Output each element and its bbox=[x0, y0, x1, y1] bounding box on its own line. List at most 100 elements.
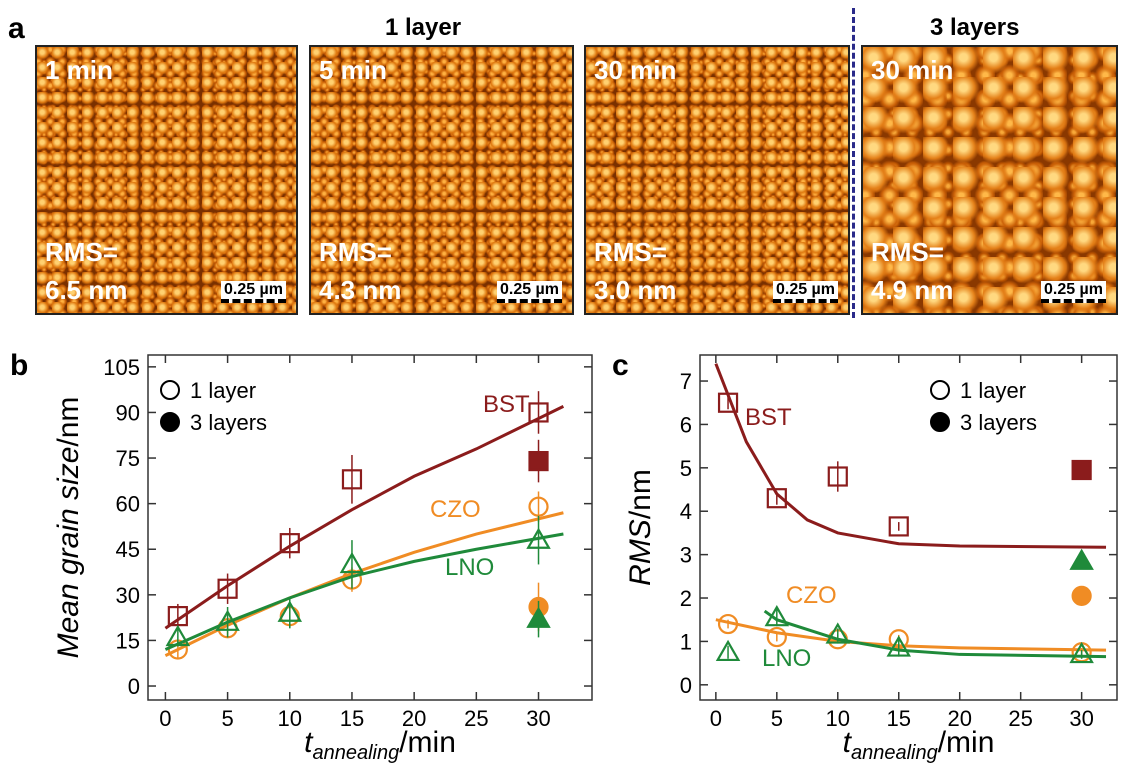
rms-label: RMS= bbox=[45, 237, 118, 267]
x-tick-label: 15 bbox=[887, 706, 911, 731]
scale-bar: 0.25 µm bbox=[772, 281, 838, 303]
y-label-unit: /nm bbox=[624, 469, 657, 519]
y-tick-label: 90 bbox=[116, 400, 140, 425]
marker bbox=[888, 516, 909, 537]
marker bbox=[886, 635, 911, 657]
marker bbox=[277, 600, 303, 622]
marker bbox=[825, 622, 851, 644]
y-tick-label: 2 bbox=[680, 586, 692, 611]
y-tick-label: 0 bbox=[128, 674, 140, 699]
legend-label: 1 layer bbox=[190, 378, 256, 403]
y-axis-label: RMS/nm bbox=[624, 469, 657, 586]
rms-value: 6.5 nm bbox=[45, 275, 128, 305]
y-axis-label: Mean grain size/nm bbox=[52, 397, 85, 659]
x-label-unit: /min bbox=[399, 726, 456, 759]
plot-frame bbox=[147, 354, 593, 701]
marker bbox=[1071, 585, 1092, 606]
marker bbox=[766, 488, 787, 509]
x-axis-label: tannealing/min bbox=[843, 726, 995, 764]
scale-bar: 0.25 µm bbox=[220, 281, 286, 303]
series-label: CZO bbox=[430, 496, 481, 523]
y-tick-label: 3 bbox=[680, 543, 692, 568]
series-label: LNO bbox=[445, 554, 494, 581]
marker bbox=[1071, 459, 1092, 481]
y-tick-label: 0 bbox=[680, 673, 692, 698]
scale-bar: 0.25 µm bbox=[496, 281, 562, 303]
x-tick-label: 20 bbox=[402, 706, 426, 731]
fit-line bbox=[714, 363, 1107, 549]
legend-marker bbox=[160, 412, 180, 432]
x-tick-label: 20 bbox=[947, 706, 971, 731]
marker bbox=[528, 496, 549, 517]
marker bbox=[528, 450, 549, 472]
x-tick-label: 30 bbox=[1069, 706, 1093, 731]
plot-frame bbox=[699, 354, 1118, 701]
marker bbox=[526, 606, 551, 628]
legend-label: 3 layers bbox=[960, 410, 1037, 435]
y-label-unit: /nm bbox=[52, 397, 85, 447]
marker bbox=[279, 533, 300, 554]
rms-label: RMS= bbox=[871, 237, 944, 267]
fit-line bbox=[763, 609, 1107, 659]
x-tick-label: 15 bbox=[340, 706, 364, 731]
x-axis-label: tannealing/min bbox=[304, 726, 456, 764]
marker bbox=[717, 613, 739, 635]
x-tick-label: 30 bbox=[526, 706, 550, 731]
time-label: 30 min bbox=[871, 55, 954, 85]
marker bbox=[217, 578, 238, 599]
marker bbox=[1069, 641, 1094, 664]
y-tick-label: 60 bbox=[116, 492, 140, 517]
marker bbox=[717, 392, 739, 413]
y-tick-label: 15 bbox=[116, 628, 140, 653]
afm-image: 1 min RMS= 6.5 nm 0.25 µm bbox=[35, 45, 298, 315]
divider bbox=[852, 8, 855, 318]
x-tick-label: 5 bbox=[221, 706, 233, 731]
marker bbox=[341, 469, 363, 490]
panel-label: c bbox=[612, 349, 629, 382]
rms-value: 4.9 nm bbox=[871, 275, 954, 305]
panel-label: b bbox=[10, 349, 28, 382]
afm-image: 30 min RMS= 3.0 nm 0.25 µm bbox=[584, 45, 850, 315]
x-tick-label: 10 bbox=[278, 706, 302, 731]
rms-label: RMS= bbox=[594, 237, 667, 267]
marker bbox=[1069, 548, 1094, 570]
group-title: 3 layers bbox=[930, 14, 1020, 41]
y-label-italic: RMS bbox=[624, 519, 657, 586]
fit-line bbox=[164, 405, 565, 630]
marker bbox=[764, 604, 790, 627]
afm-image: 5 min RMS= 4.3 nm 0.25 µm bbox=[309, 45, 574, 315]
series-label: CZO bbox=[786, 582, 837, 609]
x-tick-label: 25 bbox=[464, 706, 488, 731]
x-label-symbol: t bbox=[843, 726, 853, 759]
y-tick-label: 45 bbox=[116, 537, 140, 562]
y-tick-label: 1 bbox=[680, 629, 692, 654]
y-label-italic: Mean grain size bbox=[52, 447, 85, 659]
y-tick-label: 4 bbox=[680, 499, 692, 524]
y-tick-label: 75 bbox=[116, 446, 140, 471]
marker bbox=[526, 527, 551, 549]
time-label: 5 min bbox=[319, 55, 387, 85]
time-label: 30 min bbox=[594, 55, 677, 85]
marker bbox=[215, 609, 240, 631]
series-label: LNO bbox=[762, 645, 811, 672]
y-tick-label: 5 bbox=[680, 456, 692, 481]
time-label: 1 min bbox=[45, 55, 113, 85]
y-tick-label: 7 bbox=[680, 369, 692, 394]
group-title: 1 layer bbox=[385, 14, 462, 41]
legend-marker bbox=[160, 380, 180, 400]
rms-value: 3.0 nm bbox=[594, 275, 677, 305]
x-label-subscript: annealing bbox=[312, 742, 399, 764]
legend-marker bbox=[930, 412, 950, 432]
rms-value: 4.3 nm bbox=[319, 275, 402, 305]
y-tick-label: 30 bbox=[116, 583, 140, 608]
fit-line bbox=[164, 511, 564, 657]
y-tick-label: 105 bbox=[103, 355, 140, 380]
scale-bar: 0.25 µm bbox=[1040, 281, 1106, 303]
legend-label: 1 layer bbox=[960, 378, 1026, 403]
marker bbox=[827, 466, 848, 487]
x-tick-label: 0 bbox=[710, 706, 722, 731]
x-tick-label: 0 bbox=[159, 706, 171, 731]
fit-line bbox=[164, 532, 564, 651]
